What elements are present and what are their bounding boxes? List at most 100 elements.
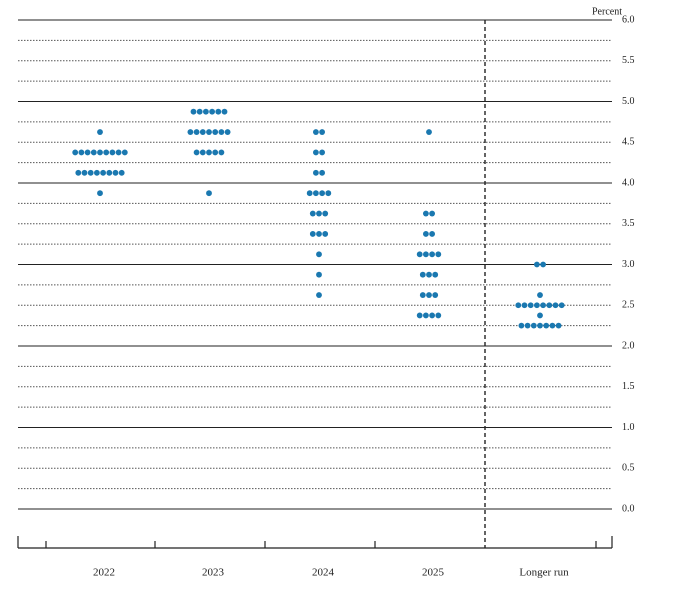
dot — [212, 129, 219, 135]
y-tick-label: 4.5 — [622, 137, 635, 148]
dot — [103, 149, 110, 156]
dot-row — [534, 261, 546, 268]
dot — [426, 271, 432, 278]
x-tick-label: 2024 — [312, 567, 335, 579]
dot — [316, 251, 322, 258]
dot — [313, 169, 319, 176]
dot — [209, 108, 216, 115]
dot — [552, 302, 559, 309]
dot-row — [515, 302, 565, 309]
dot — [112, 169, 119, 176]
dot-row — [419, 271, 439, 278]
dot — [316, 231, 322, 237]
dot-row — [313, 169, 325, 176]
dot — [316, 210, 322, 217]
dot — [218, 129, 225, 135]
dot-row — [537, 292, 543, 298]
y-tick-label: 1.0 — [622, 422, 635, 433]
dot — [537, 322, 543, 329]
dot — [534, 261, 540, 268]
dot-row — [193, 149, 225, 156]
dot — [423, 231, 429, 237]
dot — [97, 190, 103, 197]
dot-row — [75, 169, 125, 176]
dot-row — [419, 292, 439, 298]
dot — [87, 169, 94, 176]
dot — [521, 302, 528, 309]
dot — [518, 322, 525, 329]
dot — [75, 169, 82, 176]
y-tick-label: 1.5 — [622, 381, 635, 392]
dot — [199, 129, 206, 135]
dot — [203, 108, 209, 115]
dot — [515, 302, 522, 309]
y-tick-label: 0.0 — [622, 503, 635, 514]
dot — [426, 129, 432, 135]
dot — [206, 149, 212, 156]
dot — [319, 129, 325, 135]
dot — [423, 251, 429, 258]
dot — [313, 190, 319, 197]
dot — [432, 292, 439, 298]
dot — [416, 251, 423, 258]
dot — [423, 312, 429, 319]
dot-row — [423, 231, 435, 237]
x-tick-label: 2025 — [422, 567, 445, 579]
dot — [97, 149, 103, 156]
dot — [190, 108, 197, 115]
dot — [309, 231, 316, 237]
dot-row — [97, 190, 103, 197]
dot — [549, 322, 556, 329]
dot — [121, 149, 128, 156]
dot — [530, 322, 537, 329]
dot — [426, 292, 432, 298]
dot — [435, 312, 442, 319]
x-tick-label: Longer run — [519, 567, 569, 579]
dot — [319, 149, 325, 156]
dot — [206, 129, 212, 135]
dot — [316, 271, 322, 278]
dot-row — [97, 129, 103, 135]
dot — [193, 129, 200, 135]
dot — [540, 261, 546, 268]
dot-row — [306, 190, 332, 197]
dot — [555, 322, 562, 329]
dot — [84, 149, 91, 156]
dot-row — [309, 210, 329, 217]
dot-row — [313, 149, 325, 156]
dot — [106, 169, 113, 176]
dot-row — [316, 271, 322, 278]
dot — [212, 149, 219, 156]
dot — [537, 312, 543, 319]
dot-row — [416, 312, 442, 319]
y-tick-label: 3.5 — [622, 218, 635, 229]
dot — [416, 312, 423, 319]
dot-row — [309, 231, 329, 237]
dot-row — [416, 251, 442, 258]
y-tick-label: 6.0 — [622, 14, 635, 25]
dot-row — [426, 129, 432, 135]
y-tick-label: 5.5 — [622, 55, 635, 66]
dot — [196, 108, 203, 115]
dot — [187, 129, 194, 135]
dot — [537, 292, 543, 298]
dot — [429, 312, 435, 319]
dot-row — [316, 292, 322, 298]
dot — [313, 129, 319, 135]
dot-row — [187, 129, 231, 135]
dot — [109, 149, 116, 156]
dot-row — [206, 190, 212, 197]
dot — [316, 292, 322, 298]
dot — [558, 302, 565, 309]
dot — [423, 210, 429, 217]
dot-row — [72, 149, 128, 156]
dot — [309, 210, 316, 217]
dot — [322, 231, 329, 237]
x-tick-label: 2022 — [93, 567, 115, 579]
y-axis-label: Percent — [592, 6, 622, 17]
dot — [193, 149, 200, 156]
dot — [72, 149, 79, 156]
dot — [540, 302, 546, 309]
dot-row — [518, 322, 562, 329]
